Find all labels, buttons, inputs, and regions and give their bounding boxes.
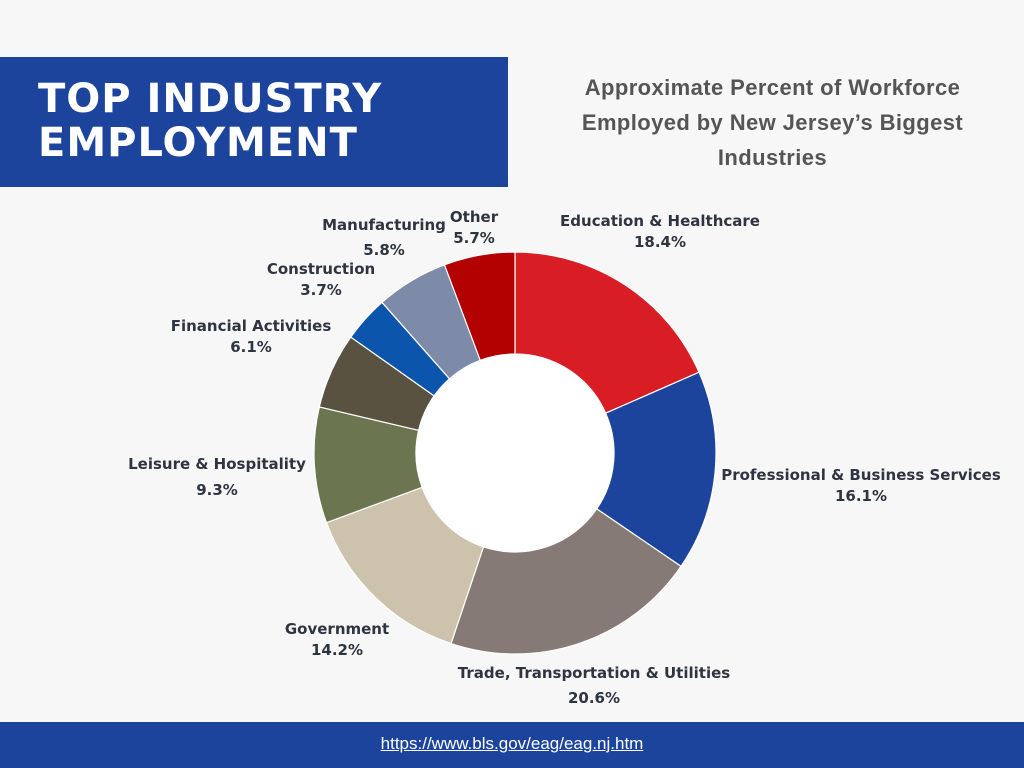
slice-name: Trade, Transportation & Utilities (457, 664, 731, 682)
slice-name: Government (284, 620, 390, 638)
label-professional-business: Professional & Business Services 16.1% (721, 465, 1001, 507)
slice-name: Professional & Business Services (721, 466, 1001, 484)
label-financial-activities: Financial Activities 6.1% (171, 316, 332, 358)
subtitle-line-2: Employed by New Jersey’s Biggest (581, 110, 964, 135)
slice-value: 5.7% (453, 229, 495, 247)
label-construction: Construction 3.7% (267, 259, 375, 301)
chart-subtitle: Approximate Percent of Workforce Employe… (540, 70, 1005, 175)
subtitle-line-3: Industries (717, 145, 828, 170)
slice-value: 18.4% (633, 233, 687, 251)
donut-hole (416, 354, 614, 552)
slice-value: 14.2% (310, 641, 364, 659)
label-education-healthcare: Education & Healthcare 18.4% (560, 211, 760, 253)
slice-name: Other (449, 208, 499, 226)
slice-name: Financial Activities (170, 317, 332, 335)
title-line-2: EMPLOYMENT (38, 120, 358, 166)
slice-value: 3.7% (300, 281, 342, 299)
title-banner (0, 57, 508, 187)
slice-name: Manufacturing (322, 216, 446, 234)
slice-value: 20.6% (567, 689, 621, 707)
label-government: Government 14.2% (285, 619, 389, 661)
slice-name: Education & Healthcare (560, 212, 760, 230)
label-manufacturing: Manufacturing 5.8% (322, 213, 446, 263)
subtitle-line-1: Approximate Percent of Workforce (584, 75, 961, 100)
slice-name: Construction (266, 260, 376, 278)
slice-value: 16.1% (834, 487, 888, 505)
slice-value: 5.8% (363, 241, 405, 259)
label-trade-transportation: Trade, Transportation & Utilities 20.6% (458, 661, 730, 711)
slice-value: 6.1% (230, 338, 272, 356)
label-other: Other 5.7% (450, 207, 498, 249)
label-leisure-hospitality: Leisure & Hospitality 9.3% (128, 451, 306, 503)
source-link[interactable]: https://www.bls.gov/eag/eag.nj.htm (380, 734, 644, 753)
footer-bar (0, 722, 1024, 768)
title-line-1: TOP INDUSTRY (38, 76, 383, 122)
slice-name: Leisure & Hospitality (128, 455, 306, 473)
slice-value: 9.3% (196, 481, 238, 499)
